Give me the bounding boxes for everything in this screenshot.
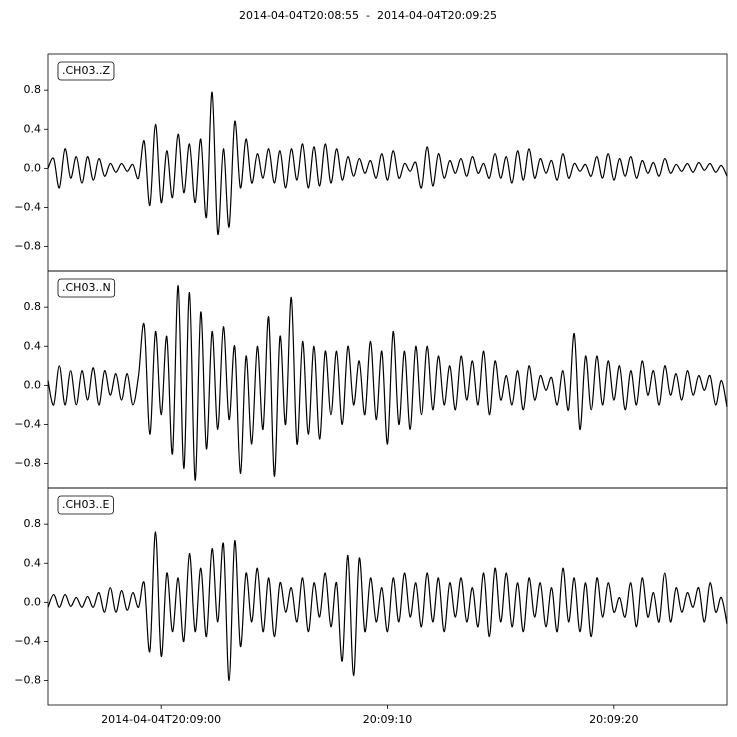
trace-label-box	[57, 61, 115, 81]
x-tick-label: 20:09:20	[589, 713, 638, 726]
y-tick-label: 0.4	[24, 122, 42, 135]
trace-label-box	[57, 278, 116, 298]
chart-title: 2014-04-04T20:08:55 - 2014-04-04T20:09:2…	[239, 9, 497, 22]
waveform	[47, 91, 728, 235]
x-tick-label: 20:09:10	[363, 713, 412, 726]
y-tick-label: −0.4	[14, 200, 41, 213]
trace-label: .CH03..E	[62, 498, 109, 511]
y-tick-label: 0.4	[24, 556, 42, 569]
waveform	[47, 531, 728, 682]
y-tick-label: 0.0	[24, 595, 42, 608]
y-tick-label: 0.4	[24, 339, 42, 352]
trace-label-box	[57, 495, 114, 515]
y-tick-label: −0.4	[14, 417, 41, 430]
y-tick-label: −0.8	[14, 457, 41, 470]
y-tick-label: 0.8	[24, 517, 42, 530]
trace-label: .CH03..Z	[62, 64, 110, 77]
y-tick-label: 0.0	[24, 378, 42, 391]
waveform	[47, 285, 728, 481]
y-tick-label: 0.8	[24, 300, 42, 313]
y-tick-label: 0.8	[24, 83, 42, 96]
y-tick-label: −0.8	[14, 240, 41, 253]
y-tick-label: −0.8	[14, 674, 41, 687]
trace-label: .CH03..N	[62, 281, 111, 294]
y-tick-label: 0.0	[24, 161, 42, 174]
x-tick-label: 2014-04-04T20:09:00	[101, 713, 221, 726]
y-tick-label: −0.4	[14, 634, 41, 647]
